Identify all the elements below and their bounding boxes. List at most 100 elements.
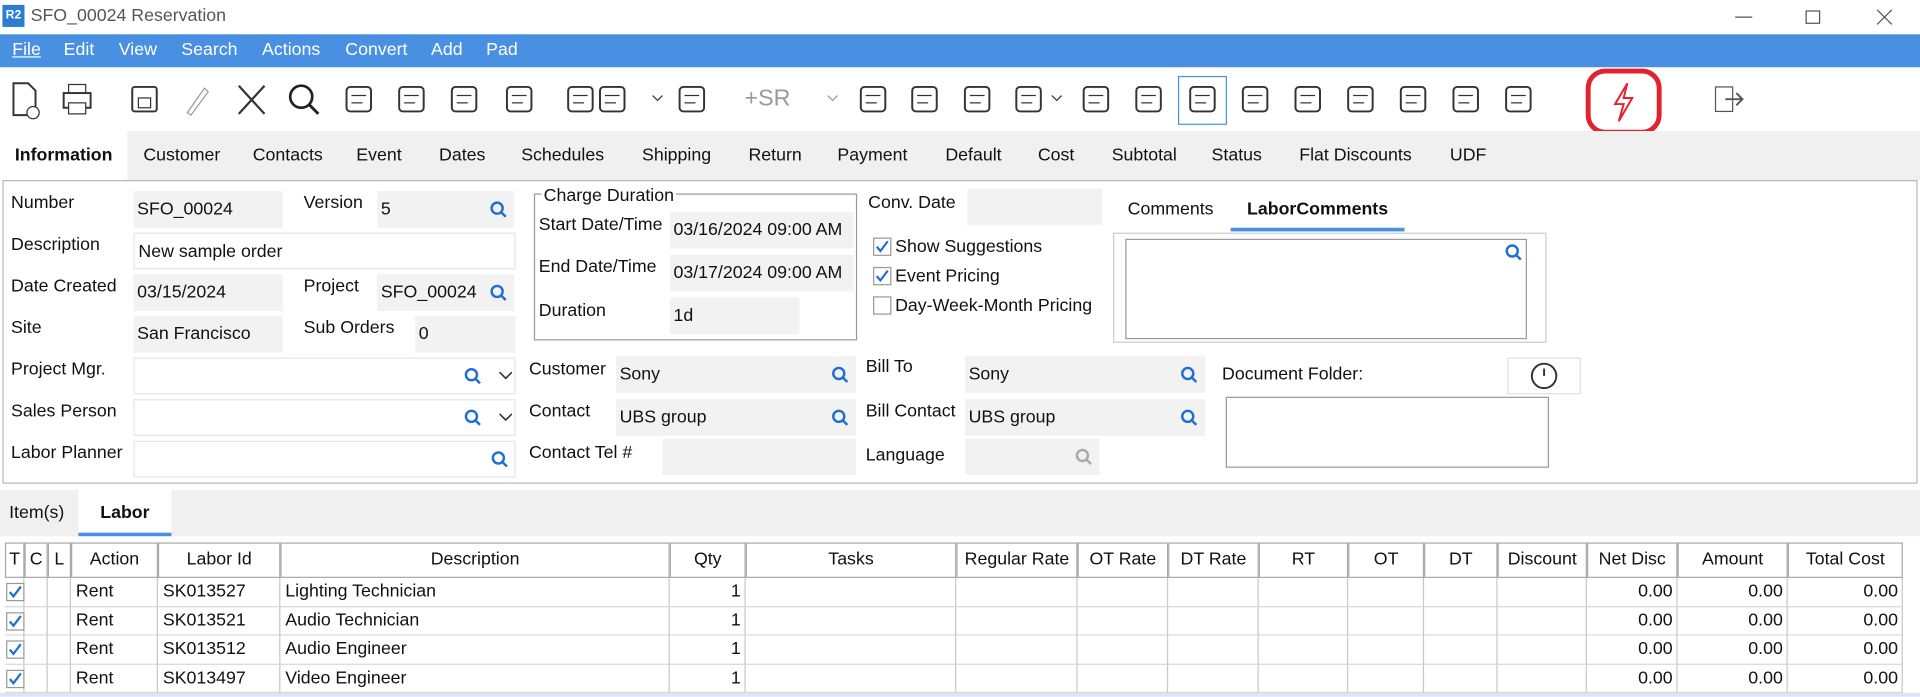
window-controls[interactable] <box>1733 9 1904 26</box>
column-header[interactable]: C <box>24 542 48 578</box>
field-input[interactable]: New sample order <box>133 232 516 270</box>
cell-text[interactable]: 0.00 <box>1863 667 1898 688</box>
toolbar-button[interactable] <box>959 81 996 118</box>
field-input[interactable]: UBS group <box>964 399 1205 436</box>
field-input[interactable] <box>133 399 516 436</box>
tab[interactable]: Default <box>945 145 1002 166</box>
column-header[interactable]: Description <box>280 542 670 578</box>
tab[interactable]: Dates <box>439 145 486 166</box>
menu-item[interactable]: View <box>118 40 157 61</box>
cell-text[interactable]: Rent <box>75 639 114 659</box>
search-icon[interactable] <box>1180 409 1198 426</box>
field-input[interactable] <box>133 440 516 478</box>
cell-text[interactable]: 1 <box>730 667 741 688</box>
cell-text[interactable]: Rent <box>75 667 114 688</box>
menu-item[interactable]: File <box>12 40 41 61</box>
search-icon[interactable] <box>1505 244 1522 261</box>
tab[interactable]: Shipping <box>641 145 712 166</box>
cell-text[interactable]: SK013527 <box>162 581 246 602</box>
search-icon[interactable] <box>491 451 508 468</box>
menu-item[interactable]: Search <box>181 40 238 61</box>
lightning-button[interactable] <box>1585 68 1662 135</box>
checkbox[interactable] <box>6 640 25 659</box>
column-header[interactable]: OT <box>1348 542 1425 578</box>
field-input[interactable]: 1d <box>669 297 800 335</box>
dropdown-arrow[interactable] <box>498 371 513 381</box>
field-input[interactable]: UBS group <box>615 399 856 436</box>
cell-text[interactable]: Audio Technician <box>285 610 420 631</box>
cell-text[interactable]: 0.00 <box>1748 610 1783 631</box>
field-input[interactable]: Sony <box>615 356 856 394</box>
column-header[interactable]: Discount <box>1497 542 1587 578</box>
toolbar-button[interactable] <box>1711 81 1748 118</box>
tab[interactable]: Flat Discounts <box>1299 145 1412 166</box>
doc-folder-box[interactable] <box>1225 396 1549 468</box>
tab[interactable]: Contacts <box>252 145 323 166</box>
toolbar-button[interactable] <box>1010 81 1047 118</box>
column-header[interactable]: OT Rate <box>1077 542 1169 578</box>
cell-text[interactable]: 0.00 <box>1748 581 1783 602</box>
cell-text[interactable]: Rent <box>75 610 114 631</box>
toolbar-dropdown[interactable] <box>651 92 663 104</box>
search-icon[interactable] <box>1075 448 1092 465</box>
toolbar-button[interactable] <box>233 81 270 118</box>
checkbox[interactable] <box>6 669 25 688</box>
cell-text[interactable]: 0.00 <box>1638 610 1673 631</box>
column-header[interactable]: DT Rate <box>1168 542 1259 578</box>
tab[interactable]: Return <box>748 145 802 166</box>
search-icon[interactable] <box>490 284 507 301</box>
cell-text[interactable]: 0.00 <box>1638 667 1673 688</box>
column-header[interactable]: T <box>4 542 25 578</box>
tab[interactable]: Payment <box>837 145 908 166</box>
tab[interactable]: Cost <box>1037 145 1075 166</box>
toolbar-button[interactable] <box>178 81 215 118</box>
field-input[interactable] <box>967 188 1103 226</box>
cell-text[interactable]: 1 <box>730 581 741 602</box>
tab[interactable]: Information <box>0 131 128 181</box>
cell-text[interactable]: 0.00 <box>1748 667 1783 688</box>
field-input[interactable]: SFO_00024 <box>133 191 283 228</box>
cell-text[interactable]: Lighting Technician <box>285 581 437 602</box>
column-header[interactable]: DT <box>1424 542 1498 578</box>
column-header[interactable]: Action <box>71 542 158 578</box>
flag-selected[interactable] <box>1177 75 1227 125</box>
cell-text[interactable]: 0.00 <box>1638 581 1673 602</box>
toolbar-dropdown[interactable] <box>1051 92 1063 104</box>
dropdown-arrow[interactable] <box>498 413 513 423</box>
checkbox[interactable] <box>873 266 892 286</box>
checkbox-label[interactable]: Event Pricing <box>895 266 1000 287</box>
column-header[interactable]: L <box>47 542 72 578</box>
tab[interactable]: UDF <box>1449 145 1487 166</box>
toolbar-button[interactable] <box>906 81 943 118</box>
field-input[interactable]: 03/16/2024 09:00 AM <box>669 211 854 249</box>
checkbox[interactable] <box>873 237 892 256</box>
toolbar-button[interactable] <box>9 81 46 120</box>
field-input[interactable]: 03/15/2024 <box>133 274 283 312</box>
search-icon[interactable] <box>1180 366 1198 383</box>
bottom-tab[interactable]: Item(s) <box>9 503 65 523</box>
toolbar-button[interactable] <box>855 81 892 118</box>
column-header[interactable]: Regular Rate <box>956 542 1078 578</box>
bottom-tab[interactable]: Labor <box>78 489 172 537</box>
column-header[interactable]: Labor Id <box>157 542 281 578</box>
field-input[interactable]: 03/17/2024 09:00 AM <box>669 254 854 292</box>
toolbar-button[interactable] <box>562 81 599 118</box>
toolbar-button[interactable] <box>1447 81 1484 118</box>
search-icon[interactable] <box>831 366 849 383</box>
tab[interactable]: Status <box>1211 145 1262 166</box>
tab[interactable]: Subtotal <box>1111 145 1177 166</box>
cell-text[interactable]: SK013521 <box>162 610 246 631</box>
cell-text[interactable]: Rent <box>75 581 114 602</box>
sr-button[interactable]: +SR <box>744 85 791 112</box>
cell-text[interactable]: 0.00 <box>1863 610 1898 631</box>
toolbar-button[interactable] <box>1184 81 1221 118</box>
toolbar-button[interactable] <box>673 81 710 118</box>
toolbar-button[interactable] <box>1342 81 1379 118</box>
toolbar-button[interactable] <box>1130 81 1167 118</box>
cell-text[interactable]: 1 <box>730 639 741 659</box>
toolbar-button[interactable] <box>1500 81 1537 118</box>
tab[interactable]: Event <box>356 145 402 166</box>
toolbar-button[interactable] <box>1237 81 1274 118</box>
cell-text[interactable]: SK013497 <box>162 667 246 688</box>
toolbar-button[interactable] <box>126 81 163 118</box>
